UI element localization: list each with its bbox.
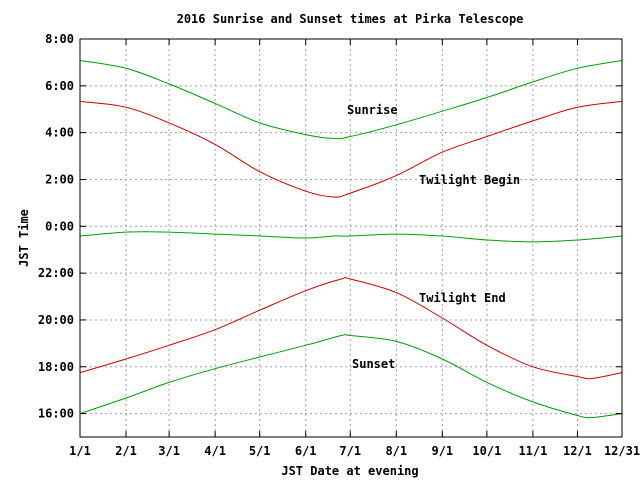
x-tick-label: 11/1 — [518, 444, 547, 458]
series-line-sunset — [79, 334, 623, 419]
x-tick-label: 1/1 — [69, 444, 91, 458]
x-tick-label: 8/1 — [385, 444, 407, 458]
x-tick-label: 2/1 — [115, 444, 137, 458]
y-tick-label: 2:00 — [45, 172, 74, 186]
grid — [80, 38, 622, 437]
series-line-midnight — [79, 231, 623, 243]
series-line-twilight-end — [79, 276, 623, 380]
axis-ticks: 1/1 2/1 3/1 4/1 5/1 6/1 7/1 8/1 9/1 10/1 11/1 12/1 1… — [38, 32, 640, 458]
x-tick-label: 12/31 — [604, 444, 640, 458]
x-tick-label: 6/1 — [295, 444, 317, 458]
y-tick-label: 20:00 — [38, 313, 74, 327]
series-label-sunrise: Sunrise — [347, 103, 398, 117]
series-label-twilight-begin: Twilight Begin — [419, 173, 520, 187]
chart-title: 2016 Sunrise and Sunset times at Pirka T… — [177, 12, 524, 26]
y-tick-label: 18:00 — [38, 360, 74, 374]
series-label-sunset: Sunset — [352, 357, 395, 371]
series-line-sunrise — [79, 60, 623, 140]
y-tick-label: 4:00 — [45, 126, 74, 140]
x-axis-label: JST Date at evening — [281, 464, 418, 478]
x-tick-label: 10/1 — [472, 444, 501, 458]
x-tick-label: 7/1 — [339, 444, 361, 458]
series-label-twilight-end: Twilight End — [419, 291, 506, 305]
series-lines — [79, 60, 623, 419]
plot-area-border — [79, 38, 623, 438]
x-tick-label: 4/1 — [204, 444, 226, 458]
x-tick-label: 3/1 — [158, 444, 180, 458]
y-tick-label: 0:00 — [45, 219, 74, 233]
series-line-twilight-begin — [79, 100, 623, 198]
series-labels: Sunrise Twilight Begin Twilight End Sunset — [347, 103, 520, 371]
y-tick-label: 6:00 — [45, 79, 74, 93]
y-tick-label: 8:00 — [45, 32, 74, 46]
x-tick-label: 5/1 — [249, 444, 271, 458]
x-tick-label: 12/1 — [563, 444, 592, 458]
y-tick-label: 16:00 — [38, 407, 74, 421]
y-axis-label: JST Time — [17, 209, 31, 267]
x-tick-label: 9/1 — [431, 444, 453, 458]
y-tick-label: 22:00 — [38, 266, 74, 280]
